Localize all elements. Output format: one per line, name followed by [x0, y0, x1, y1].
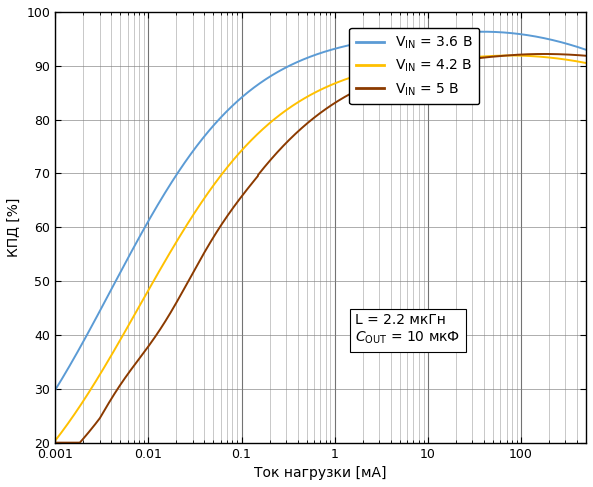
Text: L = 2.2 мкГн
$C_{\mathregular{OUT}}$ = 10 мкФ: L = 2.2 мкГн $C_{\mathregular{OUT}}$ = 1…	[355, 314, 460, 346]
Legend: V$_{\mathregular{IN}}$ = 3.6 В, V$_{\mathregular{IN}}$ = 4.2 В, V$_{\mathregular: V$_{\mathregular{IN}}$ = 3.6 В, V$_{\mat…	[349, 27, 479, 105]
X-axis label: Ток нагрузки [мА]: Ток нагрузки [мА]	[254, 466, 387, 480]
Y-axis label: КПД [%]: КПД [%]	[7, 198, 21, 257]
